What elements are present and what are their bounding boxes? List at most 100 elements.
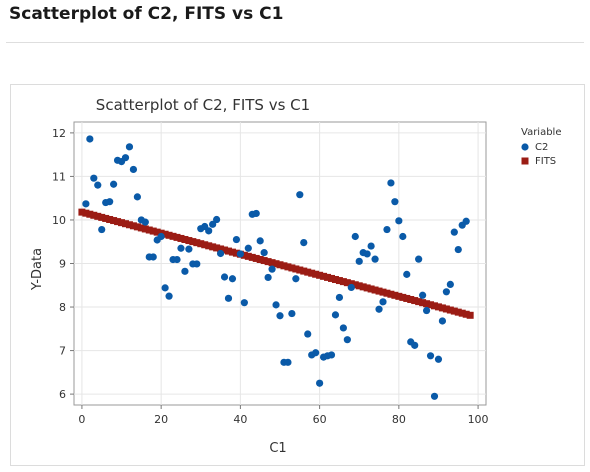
fits-point [462, 310, 470, 318]
fits-point [125, 221, 133, 229]
c2-point [438, 317, 447, 325]
fits-series [78, 208, 474, 319]
c2-point [426, 352, 435, 360]
c2-point [434, 355, 443, 363]
fits-point [106, 215, 114, 223]
fits-point [280, 262, 288, 270]
c2-series [82, 135, 470, 400]
c2-point [220, 273, 229, 281]
y-tick-label: 7 [59, 345, 66, 358]
fits-point [296, 266, 304, 274]
fits-point [316, 271, 324, 279]
c2-point [312, 349, 320, 357]
fits-point [232, 249, 240, 257]
x-tick-label: 0 [78, 413, 85, 426]
c2-point [422, 306, 431, 315]
fits-point [129, 222, 137, 230]
fits-point [221, 246, 229, 254]
y-tick-label: 12 [52, 127, 66, 140]
x-axis-label: C1 [269, 441, 286, 456]
c2-point [403, 270, 411, 278]
fits-point [387, 290, 395, 298]
fits-point [201, 241, 209, 249]
fits-point [209, 243, 217, 251]
fits-point [403, 294, 411, 302]
c2-point [375, 305, 383, 313]
c2-point [185, 245, 193, 253]
c2-point [430, 392, 439, 400]
fits-point [276, 261, 284, 269]
c2-point [331, 311, 340, 319]
fits-point [292, 265, 300, 273]
fits-point [367, 285, 375, 293]
c2-point [177, 244, 185, 252]
fits-point [363, 284, 371, 292]
c2-point [391, 198, 399, 206]
fits-point [141, 225, 149, 233]
fits-point [169, 232, 177, 240]
c2-point [446, 280, 454, 288]
c2-point [110, 180, 118, 188]
fits-point [371, 286, 379, 294]
c2-point [339, 324, 347, 332]
fits-point [102, 214, 110, 222]
c2-point [327, 351, 336, 359]
c2-point [415, 255, 423, 263]
fits-point [165, 231, 173, 239]
legend-fits-marker [521, 157, 529, 165]
c2-point [94, 181, 102, 189]
c2-point [442, 288, 450, 296]
c2-point [272, 301, 280, 309]
c2-point [149, 253, 157, 261]
c2-point [86, 135, 94, 143]
x-tick-label: 20 [154, 413, 168, 426]
legend-c2-marker [521, 143, 529, 151]
fits-point [252, 254, 260, 262]
fits-point [328, 274, 335, 282]
fits-point [82, 209, 90, 217]
c2-point [296, 191, 304, 199]
fits-point [86, 210, 94, 218]
x-tick-label: 60 [313, 413, 327, 426]
c2-point [181, 267, 189, 275]
fits-point [149, 227, 157, 235]
fits-point [145, 226, 153, 234]
fits-point [399, 293, 407, 301]
c2-point [347, 283, 355, 292]
c2-point [284, 358, 292, 366]
fits-point [427, 301, 435, 309]
fits-point [90, 211, 98, 219]
fits-point [308, 269, 316, 277]
c2-point [351, 232, 359, 241]
fits-point [268, 259, 276, 267]
legend-c2-label: C2 [535, 142, 548, 153]
fits-point [419, 299, 427, 307]
scatterplot-chart: Scatterplot of C2, FITS vs C1 0 20 40 60 80 1… [30, 96, 562, 456]
fits-point [395, 292, 403, 300]
c2-point [383, 225, 391, 234]
c2-point [256, 237, 264, 245]
c2-point [316, 379, 324, 387]
c2-point [454, 245, 462, 254]
x-tick-label: 100 [468, 413, 489, 426]
c2-point [240, 299, 248, 307]
c2-point [363, 250, 371, 258]
fits-point [324, 273, 332, 281]
fits-point [110, 217, 118, 225]
fits-point [193, 239, 201, 247]
c2-point [395, 217, 403, 225]
y-tick-label: 8 [59, 301, 66, 314]
c2-point [304, 330, 312, 338]
fits-point [137, 224, 145, 232]
fits-point [359, 283, 367, 291]
fits-point [78, 208, 86, 216]
c2-point [387, 179, 395, 187]
y-tick-label: 11 [52, 170, 66, 183]
c2-point [141, 218, 149, 226]
c2-point [213, 215, 221, 224]
c2-point [399, 232, 407, 241]
fits-point [446, 306, 454, 314]
x-tick-label: 80 [392, 413, 406, 426]
c2-point [125, 143, 134, 151]
fits-point [312, 270, 320, 278]
